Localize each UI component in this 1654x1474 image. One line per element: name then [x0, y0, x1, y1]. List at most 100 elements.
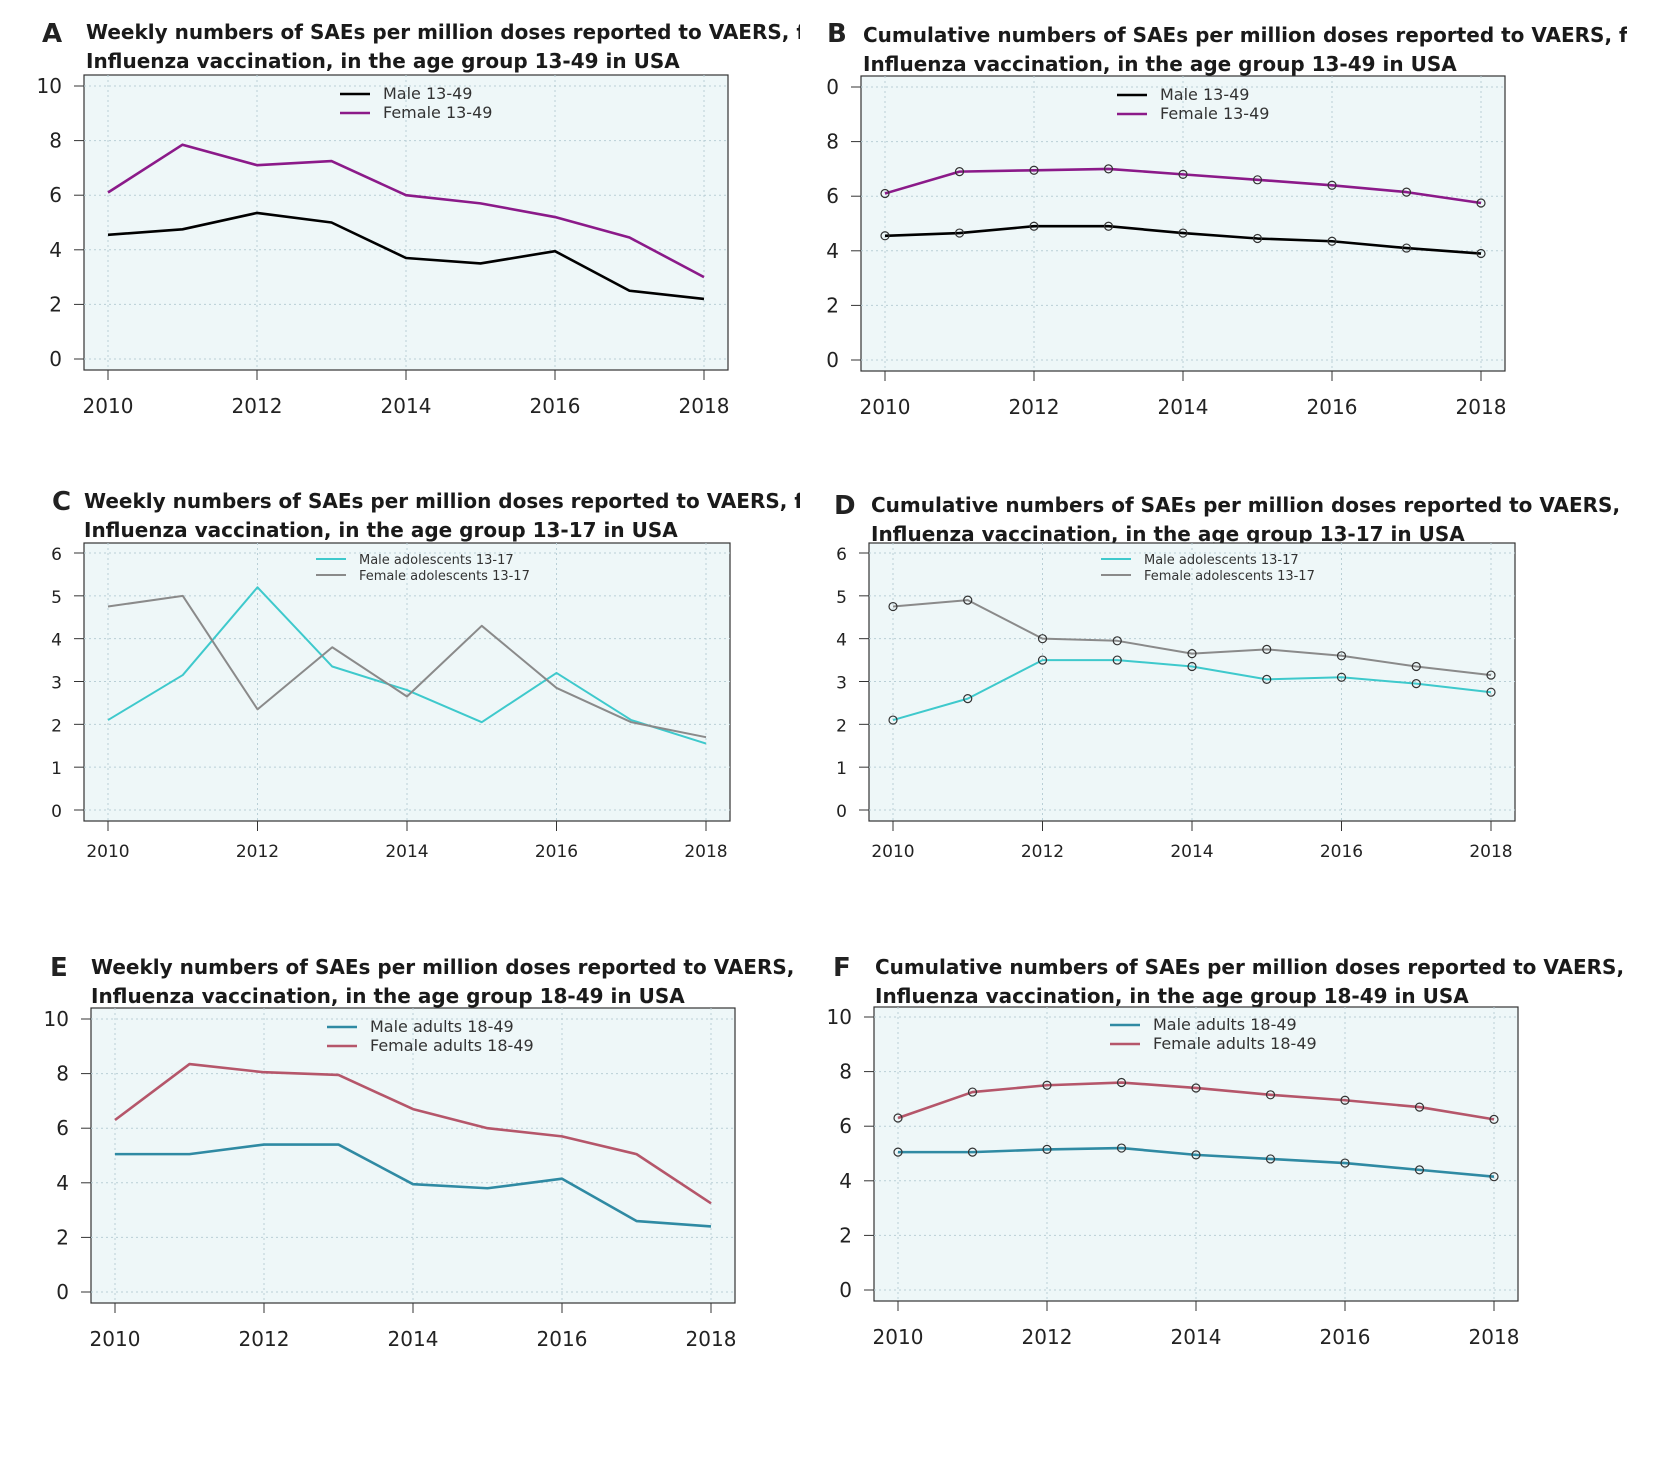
data-point — [1340, 1158, 1350, 1168]
data-point — [1042, 1144, 1052, 1155]
chart-title-line: Influenza vaccination, in the age group … — [84, 518, 678, 542]
data-point — [1042, 1080, 1052, 1090]
panel-letter: E — [50, 953, 68, 983]
x-tick-label: 2012 — [232, 394, 283, 418]
chart-title-line: Weekly numbers of SAEs per million doses… — [86, 20, 800, 44]
x-tick-label: 2016 — [535, 842, 578, 862]
data-point — [1262, 674, 1272, 684]
data-point — [893, 1113, 903, 1123]
y-tick-label: 3 — [51, 674, 62, 694]
data-point — [1191, 1083, 1201, 1093]
chart-panel-b: B Cumulative numbers of SAEs per million … — [827, 0, 1627, 470]
chart-f: F Cumulative numbers of SAEs per million … — [827, 953, 1627, 1349]
chart-title-line: Cumulative numbers of SAEs per million d… — [863, 23, 1627, 47]
y-tick-label: 4 — [51, 631, 62, 651]
data-point — [1116, 1143, 1127, 1153]
data-point — [954, 167, 965, 177]
chart-panel-a: A Weekly numbers of SAEs per million dose… — [0, 0, 800, 470]
legend-label: Male adults 18-49 — [370, 1017, 514, 1036]
series-line-male-adolescents-13-17 — [107, 586, 707, 745]
x-tick-label: 2016 — [1320, 1325, 1371, 1349]
data-point — [1414, 1102, 1425, 1112]
panel-letter: F — [833, 953, 851, 983]
x-tick-label: 2018 — [1469, 842, 1512, 862]
chart-d: D Cumulative numbers of SAEs per million … — [834, 491, 1627, 862]
data-point — [1112, 655, 1122, 665]
data-point — [1265, 1090, 1276, 1100]
y-tick-label: 2 — [56, 1225, 69, 1249]
legend-label: Female adolescents 13-17 — [359, 569, 530, 584]
y-tick-label: 2 — [836, 716, 847, 736]
series-line-female-adolescents-13-17 — [892, 599, 1492, 677]
x-tick-label: 2018 — [679, 394, 730, 418]
data-point — [880, 231, 890, 241]
data-point — [1103, 221, 1114, 231]
series-line-male-adolescents-13-17 — [892, 659, 1492, 722]
y-tick-label: 6 — [49, 183, 62, 207]
y-tick-label: 6 — [839, 1114, 852, 1138]
chart-title-line: Cumulative numbers of SAEs per million d… — [871, 493, 1627, 517]
data-point — [1116, 1077, 1127, 1088]
x-tick-label: 2014 — [1170, 842, 1213, 862]
y-tick-label: 10 — [37, 74, 62, 98]
y-tick-label: 3 — [836, 674, 847, 694]
y-tick-label: 0 — [827, 348, 839, 372]
panel-letter: C — [52, 490, 71, 517]
data-point — [888, 715, 898, 725]
data-point — [1029, 165, 1039, 175]
x-tick-label: 2016 — [537, 1327, 588, 1351]
x-tick-label: 2012 — [1022, 1325, 1073, 1349]
data-point — [1187, 661, 1197, 672]
legend-label: Male 13-49 — [1160, 85, 1249, 104]
y-tick-label: 8 — [49, 129, 62, 153]
chart-panel-f: F Cumulative numbers of SAEs per million … — [827, 945, 1627, 1425]
y-tick-label: 8 — [56, 1062, 69, 1086]
data-point — [1037, 634, 1048, 644]
x-tick-label: 2014 — [385, 842, 428, 862]
y-tick-label: 6 — [56, 1116, 69, 1140]
series-line-male-13-49 — [107, 211, 705, 301]
data-point — [1401, 187, 1412, 197]
x-tick-label: 2010 — [860, 395, 911, 419]
y-tick-label: 2 — [49, 292, 62, 316]
x-tick-label: 2016 — [1320, 842, 1363, 862]
chart-e: E Weekly numbers of SAEs per million dose… — [44, 953, 800, 1351]
chart-title-line: Weekly numbers of SAEs per million doses… — [84, 490, 800, 513]
x-tick-label: 2010 — [83, 394, 134, 418]
series-line-female-adults-18-49 — [897, 1081, 1495, 1121]
data-point — [1191, 1150, 1201, 1160]
panel-letter: B — [827, 19, 847, 49]
y-tick-label: 4 — [827, 239, 839, 263]
legend-label: Male 13-49 — [383, 84, 472, 103]
x-tick-label: 2010 — [873, 1325, 924, 1349]
y-tick-label: 6 — [51, 545, 62, 565]
y-tick-label: 8 — [839, 1060, 852, 1084]
legend-label: Female 13-49 — [383, 103, 492, 122]
data-point — [954, 228, 965, 238]
data-point — [967, 1147, 978, 1157]
x-tick-label: 2014 — [1158, 395, 1209, 419]
y-tick-label: 1 — [51, 759, 62, 779]
chart-c: C Weekly numbers of SAEs per million dose… — [51, 490, 800, 862]
x-tick-label: 2018 — [686, 1327, 737, 1351]
legend-label: Male adults 18-49 — [1153, 1015, 1297, 1034]
y-tick-label: 2 — [839, 1223, 852, 1247]
chart-panel-e: E Weekly numbers of SAEs per million dose… — [0, 945, 800, 1425]
data-point — [1414, 1165, 1425, 1175]
x-tick-label: 2018 — [684, 842, 727, 862]
x-tick-label: 2010 — [90, 1327, 141, 1351]
x-tick-label: 2016 — [1307, 395, 1358, 419]
y-tick-label: 10 — [827, 75, 839, 99]
x-tick-label: 2014 — [1171, 1325, 1222, 1349]
data-point — [1103, 164, 1114, 174]
series-line-female-13-49 — [107, 143, 705, 279]
chart-title-line: Influenza vaccination, in the age group … — [86, 49, 680, 73]
y-tick-label: 0 — [51, 802, 62, 822]
legend-label: Male adolescents 13-17 — [1144, 553, 1299, 568]
x-tick-label: 2018 — [1456, 395, 1507, 419]
x-tick-label: 2012 — [239, 1327, 290, 1351]
x-tick-label: 2012 — [236, 842, 279, 862]
data-point — [1476, 248, 1486, 259]
data-point — [1327, 180, 1337, 190]
y-tick-label: 0 — [839, 1278, 852, 1302]
